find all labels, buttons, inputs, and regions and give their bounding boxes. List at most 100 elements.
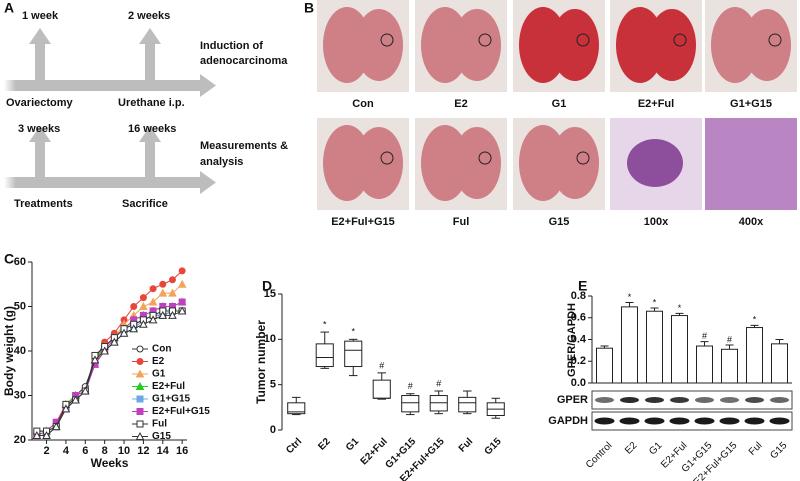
error-bar — [750, 324, 759, 328]
event-label: Sacrifice — [122, 198, 168, 210]
point — [177, 279, 187, 288]
lobe — [453, 127, 501, 199]
error-bar — [725, 344, 734, 350]
sig-label: # — [379, 360, 384, 370]
x-tick-label: 10 — [118, 445, 130, 457]
point — [61, 404, 71, 413]
photo-label: E2 — [454, 98, 467, 110]
event-label: Urethane i.p. — [118, 97, 185, 109]
arrow-head — [139, 28, 161, 44]
legend-label: G1 — [152, 369, 166, 380]
panel-label: A — [4, 0, 14, 16]
blot-band — [620, 397, 639, 403]
sig-label: # — [702, 331, 707, 341]
point — [42, 430, 51, 440]
panel-label: E — [578, 278, 587, 294]
series-line — [36, 270, 183, 432]
arrow — [145, 140, 155, 177]
y-tick-label: 5 — [270, 379, 276, 391]
timeline-top — [4, 28, 216, 97]
blot — [591, 390, 793, 410]
photo — [513, 0, 605, 92]
legend-label: G15 — [152, 431, 171, 442]
lobe — [551, 9, 599, 81]
arrow — [35, 140, 45, 177]
bar — [671, 315, 688, 384]
series-line — [36, 310, 183, 432]
panel-label: C — [4, 251, 14, 267]
point — [71, 395, 80, 404]
arrow — [35, 42, 45, 80]
blot-band — [720, 397, 739, 403]
tumor-circle — [768, 33, 782, 47]
x-tick-label: G1 — [344, 436, 362, 454]
photo — [610, 118, 702, 210]
point — [148, 315, 158, 324]
photo — [415, 118, 507, 210]
point — [90, 355, 100, 364]
outcome-label: Induction of — [200, 40, 263, 52]
y-axis-title: GPER/GAPDH — [566, 303, 578, 377]
histology-nodule — [627, 139, 683, 187]
time-label: 1 week — [22, 10, 59, 22]
photo — [705, 0, 797, 92]
sig-label: # — [436, 378, 441, 388]
outcome-label: Measurements & — [200, 140, 288, 152]
point — [148, 297, 158, 306]
photo-label: E2+Ful+G15 — [331, 216, 395, 228]
y-axis-title: Body weight (g) — [2, 306, 16, 396]
legend-marker — [136, 345, 144, 353]
legend-marker — [136, 408, 144, 415]
sig-label: * — [351, 327, 355, 337]
legend-marker — [135, 369, 145, 378]
x-tick-label: G1 — [647, 440, 665, 458]
event-label: Ovariectomy — [6, 97, 74, 109]
bar — [646, 310, 663, 384]
error-bar — [675, 312, 684, 316]
y-tick-label: 40 — [14, 345, 26, 357]
time-label: 2 weeks — [128, 10, 170, 22]
photo-label: 100x — [644, 216, 669, 228]
legend-label: G1+G15 — [152, 394, 191, 405]
outcome-label: analysis — [200, 156, 243, 168]
x-tick-label: 12 — [137, 445, 149, 457]
arrow-head — [29, 126, 51, 142]
box — [344, 340, 363, 368]
photo — [415, 0, 507, 92]
lobe — [355, 9, 403, 81]
photo-label: G1 — [552, 98, 567, 110]
y-tick-label: 0.2 — [571, 355, 586, 367]
photo-label: E2+Ful — [638, 98, 674, 110]
panel-label: B — [304, 0, 314, 16]
bar — [596, 347, 613, 384]
y-tick-label: 20 — [14, 434, 26, 446]
y-tick-label: 50 — [14, 300, 26, 312]
y-tick-label: 10 — [264, 333, 276, 345]
point — [100, 346, 109, 355]
tumor-circle — [380, 151, 394, 165]
x-axis-title: Weeks — [91, 456, 129, 470]
x-tick-label: 6 — [82, 445, 88, 457]
x-tick-label: 2 — [43, 445, 49, 457]
point — [130, 303, 138, 310]
point — [139, 301, 148, 310]
point — [139, 319, 148, 328]
point — [168, 310, 177, 319]
error-bar — [650, 307, 659, 312]
tumor-circle — [478, 33, 492, 47]
tumor-circle — [478, 151, 492, 165]
sig-label: * — [653, 297, 657, 307]
blot-band — [744, 417, 765, 425]
lobe — [355, 127, 403, 199]
x-tick-label: Ful — [457, 436, 476, 455]
y-tick-label: 15 — [264, 288, 276, 300]
photo-label: 400x — [739, 216, 764, 228]
error-bar — [700, 341, 709, 347]
photo-label: G1+G15 — [730, 98, 772, 110]
blot-band — [719, 417, 740, 425]
x-tick-label: 16 — [176, 445, 188, 457]
x-tick-label: Ful — [747, 440, 765, 458]
legend-label: Ful — [152, 419, 167, 430]
lobe — [648, 9, 696, 81]
